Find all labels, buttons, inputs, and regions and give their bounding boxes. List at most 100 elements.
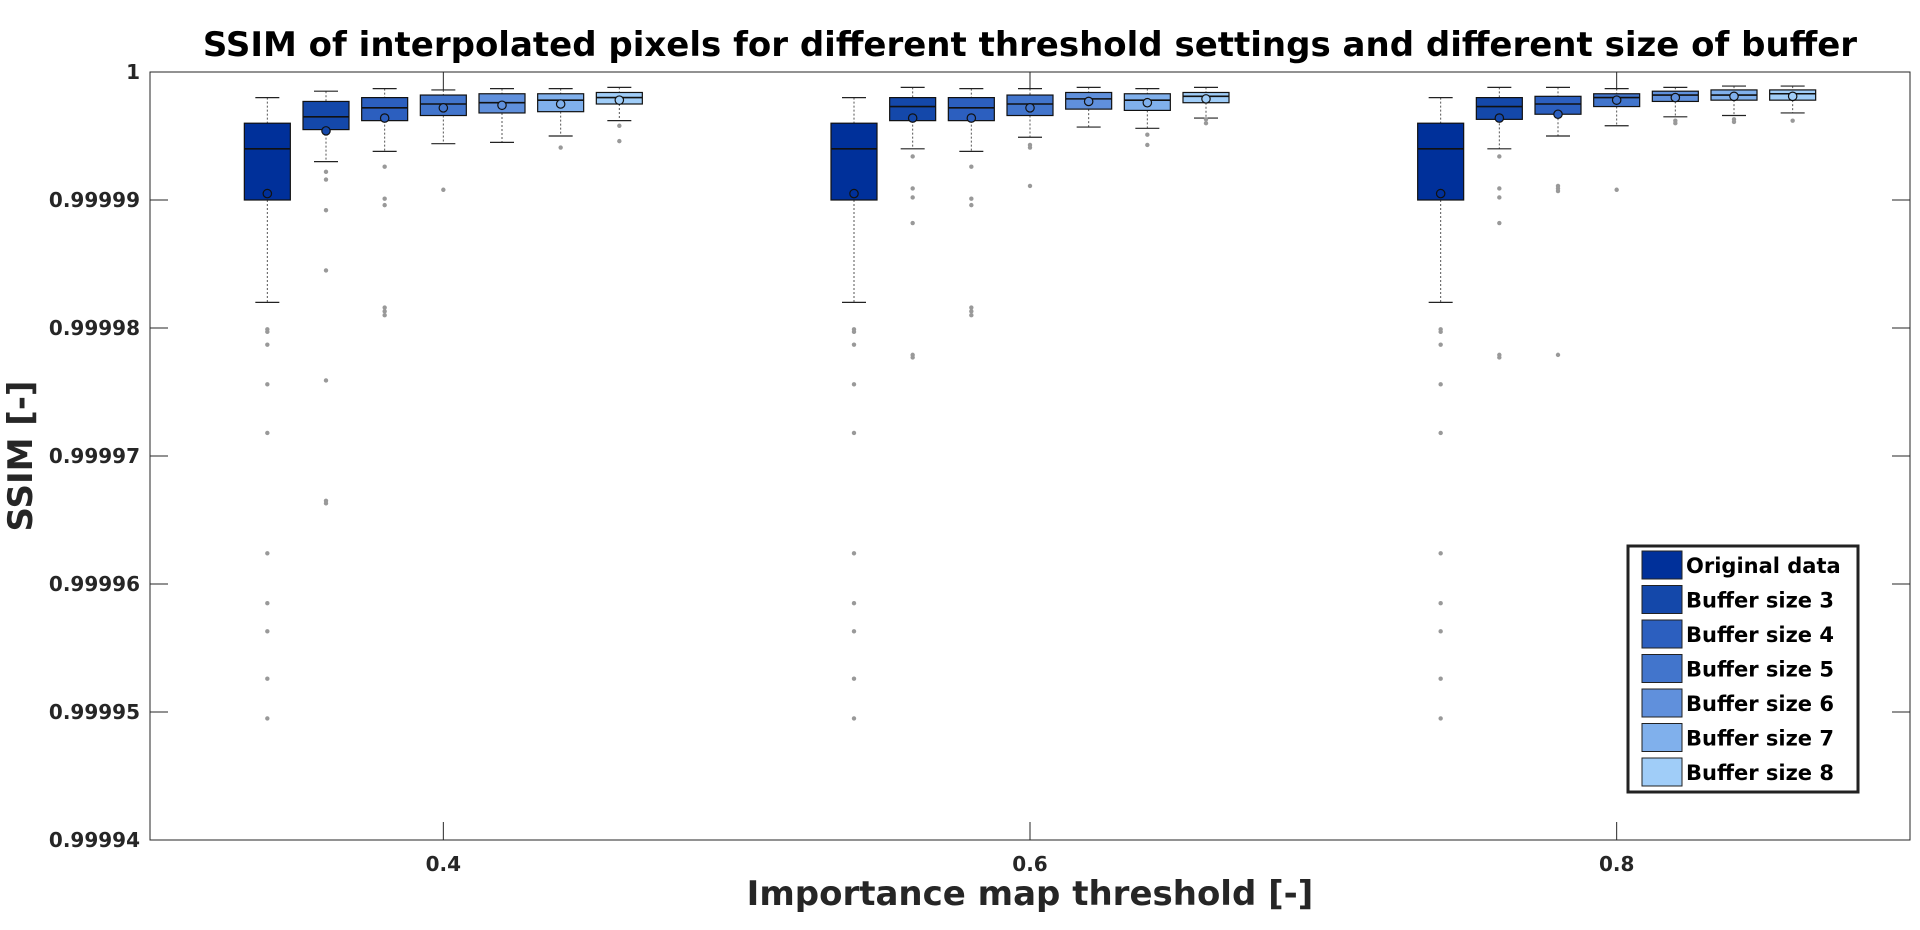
mean-marker <box>849 188 859 199</box>
outlier-point <box>323 501 329 506</box>
legend-item: Buffer size 7 <box>1641 723 1834 752</box>
mean-marker <box>966 113 977 123</box>
outlier-point <box>382 309 387 314</box>
outlier-point <box>323 268 329 273</box>
outlier-point <box>323 169 329 175</box>
legend-item: Buffer size 8 <box>1641 757 1834 787</box>
outlier-point <box>969 313 974 318</box>
outlier-point <box>910 220 915 226</box>
outlier-point <box>265 329 270 335</box>
legend-swatch <box>1641 757 1683 787</box>
outlier-point <box>851 382 857 387</box>
y-tick-label: 0.99998 <box>49 316 140 340</box>
y-axis-label: SSIM [-] <box>1 381 41 532</box>
legend-swatch <box>1641 619 1683 649</box>
box-plot <box>1182 86 1230 126</box>
outlier-point <box>617 138 622 144</box>
outlier-point <box>1497 186 1502 191</box>
outlier-point <box>265 629 270 634</box>
legend-swatch <box>1641 585 1683 614</box>
y-tick-label: 0.99994 <box>49 828 140 852</box>
box-iqr <box>1417 122 1465 201</box>
outlier-point <box>910 355 915 360</box>
box-plot <box>1651 86 1699 126</box>
y-tick-label: 0.99997 <box>49 444 140 468</box>
outlier-point <box>265 551 270 556</box>
outlier-point <box>1438 382 1443 387</box>
box-plot <box>302 90 350 506</box>
y-tick-label: 0.99999 <box>49 188 140 212</box>
plot-area <box>149 71 1911 841</box>
legend-item: Buffer size 6 <box>1641 688 1834 718</box>
legend-label: Buffer size 3 <box>1686 589 1834 613</box>
box-plot <box>595 86 643 144</box>
outlier-point <box>851 676 857 681</box>
mean-marker <box>614 95 625 105</box>
box-plot <box>1006 88 1054 189</box>
outlier-point <box>265 342 270 347</box>
outlier-point <box>851 551 857 556</box>
box-plot <box>243 96 291 721</box>
outlier-point <box>265 716 270 721</box>
mean-marker <box>1611 95 1622 105</box>
outlier-point <box>323 378 329 383</box>
outlier-point <box>1555 352 1561 358</box>
box-plots <box>243 85 1817 721</box>
legend-label: Buffer size 7 <box>1686 727 1834 751</box>
chart-title: SSIM of interpolated pixels for differen… <box>203 25 1857 65</box>
box-plot <box>1123 88 1171 148</box>
outlier-point <box>1497 220 1502 226</box>
outlier-point <box>265 430 270 436</box>
mean-marker <box>1435 188 1446 199</box>
outlier-point <box>1145 142 1150 148</box>
outlier-point <box>851 716 857 721</box>
outlier-point <box>969 305 974 310</box>
outlier-point <box>910 154 915 159</box>
mean-marker <box>1553 109 1563 120</box>
outlier-point <box>1027 145 1033 150</box>
x-axis-label: Importance map threshold [-] <box>747 874 1314 914</box>
box-plot <box>537 88 585 150</box>
outlier-point <box>617 123 622 128</box>
box-plot <box>1065 86 1113 128</box>
legend-label: Buffer size 8 <box>1686 761 1834 785</box>
outlier-point <box>851 329 857 335</box>
outlier-point <box>1731 119 1737 125</box>
outlier-point <box>1790 118 1795 123</box>
outlier-point <box>1438 329 1443 335</box>
outlier-point <box>382 305 387 310</box>
outlier-point <box>441 187 446 192</box>
mean-marker <box>1025 103 1035 113</box>
mean-marker <box>907 113 918 123</box>
outlier-point <box>1145 132 1150 137</box>
x-tick-label: 0.8 <box>1599 852 1634 876</box>
outlier-point <box>1497 195 1502 200</box>
y-axis-ticks: 0.99994 0.99995 0.99996 0.99997 0.99998 0.999… <box>49 60 1910 852</box>
mean-marker <box>1670 92 1681 103</box>
mean-marker <box>1201 94 1211 104</box>
mean-marker <box>1494 113 1505 123</box>
legend-item: Original data <box>1641 550 1841 580</box>
outlier-point <box>910 186 915 191</box>
box-plot <box>830 96 878 721</box>
box-plot <box>361 88 409 318</box>
outlier-point <box>1555 188 1561 194</box>
outlier-point <box>1438 601 1443 606</box>
outlier-point <box>851 430 857 436</box>
mean-marker <box>1729 91 1739 102</box>
box-plot <box>1769 85 1817 123</box>
outlier-point <box>265 676 270 681</box>
outlier-point <box>265 382 270 387</box>
outlier-point <box>910 195 915 200</box>
box-plot <box>1593 88 1641 192</box>
box-plot <box>1534 86 1582 358</box>
outlier-point <box>323 177 329 182</box>
outlier-point <box>323 208 329 213</box>
outlier-point <box>382 313 387 318</box>
mean-marker <box>497 100 507 111</box>
legend-item: Buffer size 5 <box>1641 654 1834 683</box>
y-tick-label: 1 <box>126 60 140 84</box>
legend: Original data Buffer size 3 Buffer size 4 B… <box>1626 544 1860 794</box>
mean-marker <box>438 103 449 113</box>
